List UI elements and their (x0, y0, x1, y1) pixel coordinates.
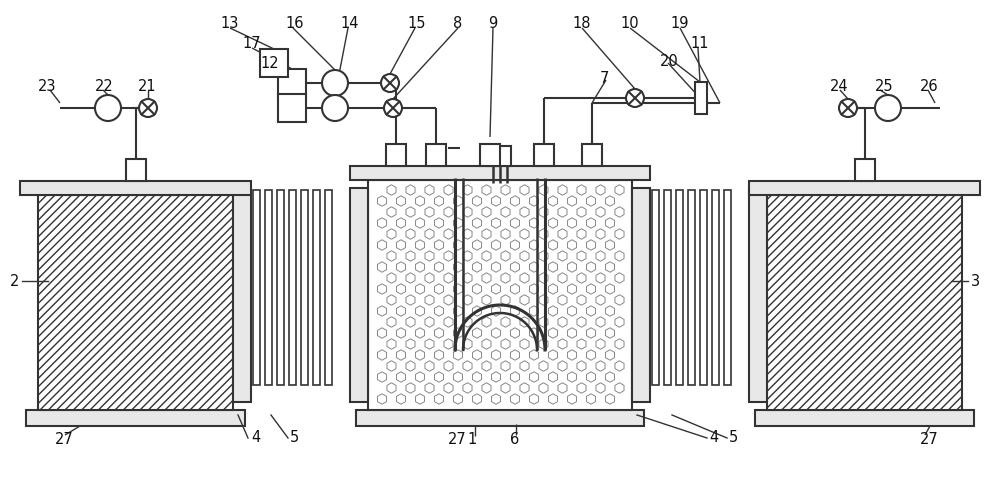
Text: 8: 8 (453, 15, 462, 31)
Bar (489, 146, 511, 166)
Bar (38, 195, 233, 410)
Bar (289, 190, 296, 385)
Bar (755, 410, 974, 426)
Text: 27: 27 (55, 433, 74, 447)
Bar (301, 190, 308, 385)
Bar (688, 190, 695, 385)
Text: 15: 15 (407, 15, 426, 31)
Text: 24: 24 (830, 78, 849, 94)
Circle shape (839, 99, 857, 117)
Bar (534, 144, 554, 166)
Bar (749, 181, 980, 195)
Bar (260, 49, 288, 77)
Bar (426, 144, 446, 166)
Text: 12: 12 (260, 55, 279, 70)
Bar (582, 144, 602, 166)
Text: 7: 7 (600, 70, 609, 86)
Bar (632, 188, 650, 402)
Text: 21: 21 (138, 78, 157, 94)
Text: 6: 6 (510, 433, 519, 447)
Text: 9: 9 (488, 15, 497, 31)
Circle shape (384, 99, 402, 117)
Bar (767, 195, 962, 410)
Bar (233, 188, 251, 402)
Circle shape (139, 99, 157, 117)
Bar (700, 190, 707, 385)
Bar (652, 190, 659, 385)
Text: 20: 20 (660, 54, 679, 68)
Bar (664, 190, 671, 385)
Text: 26: 26 (920, 78, 939, 94)
Circle shape (95, 95, 121, 121)
Text: 1: 1 (467, 433, 476, 447)
Text: 5: 5 (729, 431, 738, 445)
Text: 27: 27 (920, 433, 939, 447)
Bar (695, 82, 707, 114)
Circle shape (626, 89, 644, 107)
Text: 16: 16 (285, 15, 304, 31)
Bar (278, 94, 306, 122)
Bar (480, 144, 500, 166)
Text: 22: 22 (95, 78, 114, 94)
Bar (265, 190, 272, 385)
Text: 17: 17 (242, 35, 261, 51)
Bar (20, 181, 251, 195)
Bar (368, 180, 632, 410)
Bar (278, 69, 306, 97)
Circle shape (381, 74, 399, 92)
Bar (325, 190, 332, 385)
Text: 25: 25 (875, 78, 894, 94)
Circle shape (322, 70, 348, 96)
Circle shape (322, 95, 348, 121)
Bar (854, 159, 874, 181)
Text: 27: 27 (448, 433, 467, 447)
Bar (712, 190, 719, 385)
Bar (313, 190, 320, 385)
Bar (356, 410, 644, 426)
Bar (277, 190, 284, 385)
Text: 23: 23 (38, 78, 56, 94)
Bar (724, 190, 731, 385)
Bar (749, 188, 767, 402)
Bar (26, 410, 245, 426)
Text: 13: 13 (220, 15, 238, 31)
Text: 18: 18 (572, 15, 590, 31)
Bar (350, 166, 650, 180)
Text: 5: 5 (290, 431, 299, 445)
Bar (386, 144, 406, 166)
Text: 19: 19 (670, 15, 688, 31)
Text: 14: 14 (340, 15, 358, 31)
Text: 4: 4 (709, 431, 718, 445)
Text: 10: 10 (620, 15, 639, 31)
Bar (350, 188, 368, 402)
Bar (676, 190, 683, 385)
Bar (126, 159, 146, 181)
Text: 2: 2 (10, 273, 19, 289)
Text: 11: 11 (690, 35, 708, 51)
Bar (253, 190, 260, 385)
Text: 3: 3 (971, 273, 980, 289)
Text: 4: 4 (251, 431, 260, 445)
Circle shape (875, 95, 901, 121)
